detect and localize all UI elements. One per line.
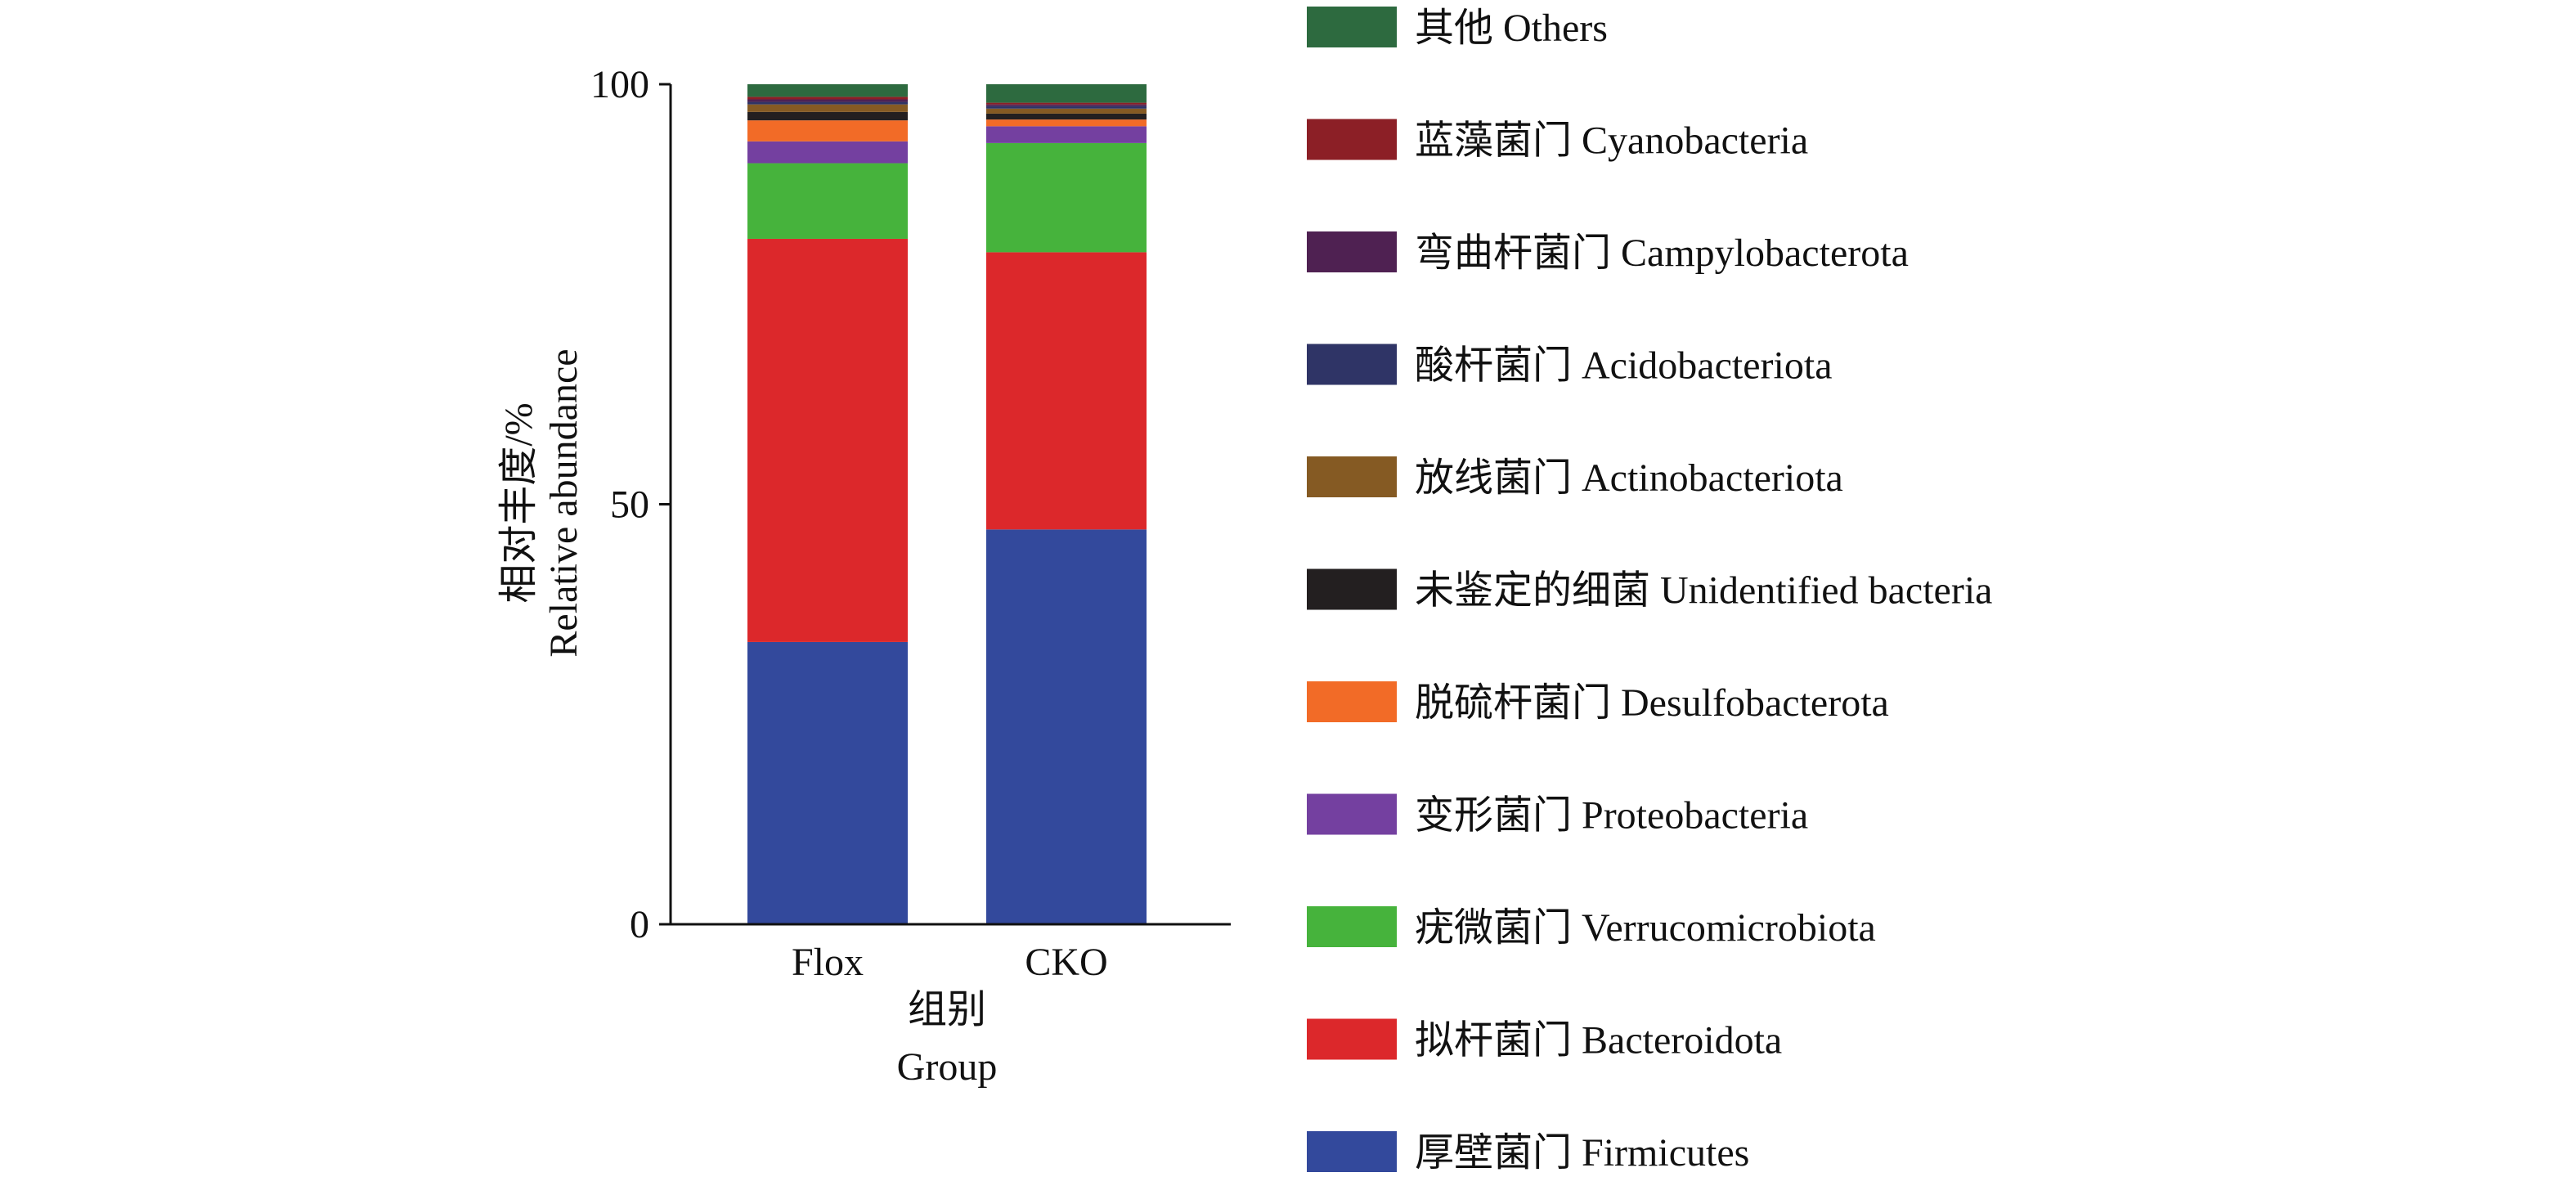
- bar-segment: [986, 142, 1147, 253]
- bar-segment: [986, 252, 1147, 530]
- x-axis-title-line2: Group: [897, 1045, 998, 1089]
- bar-segment: [747, 101, 908, 105]
- bar-segment: [986, 119, 1147, 127]
- legend-label: 其他 Others: [1415, 7, 1608, 50]
- legend-label: 厚壁菌门 Firmicutes: [1415, 1131, 1749, 1175]
- y-tick-label: 50: [610, 483, 649, 527]
- legend-label: 未鉴定的细菌 Unidentified bacteria: [1415, 569, 1992, 613]
- legend-label: 脱硫杆菌门 Desulfobacterota: [1415, 681, 1889, 725]
- bar-segment: [747, 99, 908, 102]
- bar-segment: [747, 163, 908, 239]
- bar-segment: [986, 102, 1147, 105]
- legend-label: 变形菌门 Proteobacteria: [1415, 794, 1808, 838]
- x-ticks: Flox CKO: [792, 941, 1108, 984]
- legend-swatch: [1307, 793, 1397, 835]
- bar-segment: [747, 97, 908, 100]
- bar-segment: [986, 108, 1147, 114]
- bar-segment: [747, 141, 908, 164]
- bar-segment: [747, 84, 908, 97]
- legend-swatch: [1307, 568, 1397, 610]
- legend-label: 蓝藻菌门 Cyanobacteria: [1415, 119, 1808, 163]
- y-axis-title-line1: 相对丰度/%: [497, 402, 541, 603]
- x-axis-title-line1: 组别: [908, 988, 986, 1031]
- legend-swatch: [1307, 119, 1397, 160]
- legend-label: 疣微菌门 Verrucomicrobiota: [1415, 906, 1876, 950]
- legend-swatch: [1307, 1018, 1397, 1060]
- bar-segment: [747, 120, 908, 142]
- bar-segment: [986, 104, 1147, 106]
- x-tick-label: CKO: [1025, 941, 1107, 984]
- bar-segment: [747, 641, 908, 924]
- bars-layer: [747, 84, 1147, 924]
- bar-segment: [986, 529, 1147, 924]
- legend-swatch: [1307, 681, 1397, 722]
- y-tick-label: 0: [630, 903, 649, 946]
- legend-swatch: [1307, 231, 1397, 272]
- legend-label: 弯曲杆菌门 Campylobacterota: [1415, 231, 1909, 275]
- bar-segment: [747, 238, 908, 642]
- bar-segment: [986, 84, 1147, 103]
- legend-swatch: [1307, 344, 1397, 385]
- legend-swatch: [1307, 1131, 1397, 1172]
- bar-segment: [986, 106, 1147, 109]
- x-tick-label: Flox: [792, 941, 864, 984]
- y-ticks: 0 50 100: [590, 63, 671, 946]
- bar-segment: [747, 111, 908, 121]
- legend-swatch: [1307, 7, 1397, 47]
- legend-label: 拟杆菌门 Bacteroidota: [1415, 1019, 1782, 1062]
- y-axis-title-line2: Relative abundance: [542, 348, 586, 657]
- legend-label: 酸杆菌门 Acidobacteriota: [1415, 344, 1833, 388]
- bar-segment: [986, 126, 1147, 143]
- bar-segment: [986, 113, 1147, 120]
- y-tick-label: 100: [590, 63, 649, 106]
- legend-swatch: [1307, 906, 1397, 947]
- legend-label: 放线菌门 Actinobacteriota: [1415, 456, 1843, 500]
- bar-segment: [747, 104, 908, 112]
- legend-swatch: [1307, 456, 1397, 497]
- legend: 其他 Others 蓝藻菌门 Cyanobacteria 弯曲杆菌门 Campylo…: [1307, 7, 1992, 1175]
